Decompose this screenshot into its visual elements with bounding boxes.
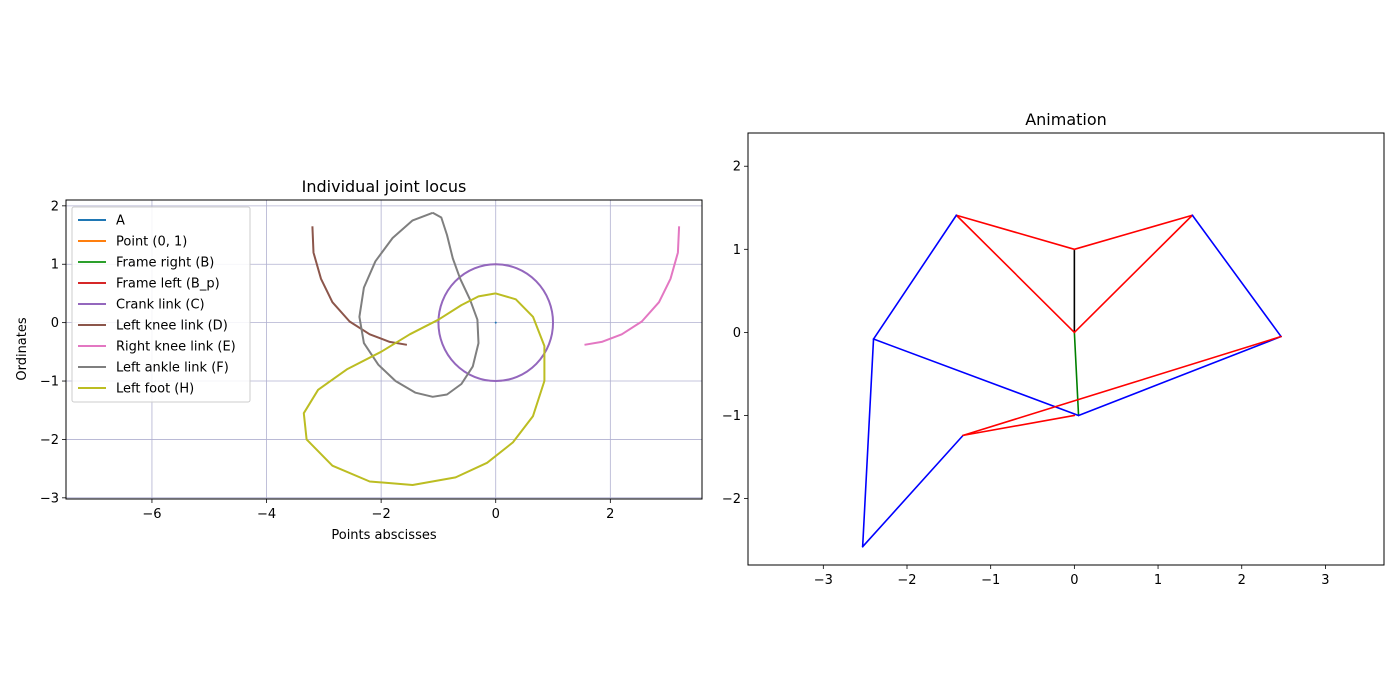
x-tick-label: 2 (606, 507, 614, 522)
joint-locus-plot: −6 −4 −2 0 2 −3 −2 −1 0 1 2 Individual joint locu… (15, 177, 703, 543)
plot-frame (65, 199, 703, 500)
linkage-segment (1073, 331, 1080, 417)
plot-frame (747, 132, 1385, 566)
x-tick-label: −4 (257, 507, 276, 522)
legend-item: Left ankle link (F) (78, 361, 229, 376)
linkage-segment (861, 338, 875, 548)
x-tick-label: 1 (1154, 573, 1162, 588)
linkage-segment (955, 214, 1076, 334)
y-tick-label: −3 (40, 491, 59, 506)
series-left-knee-link-d (311, 226, 408, 346)
x-axis-label: Points abscisses (331, 528, 436, 543)
x-tick-label: −2 (372, 507, 391, 522)
series-right-knee-link-e (584, 226, 681, 346)
legend-item: Frame right (B) (78, 256, 214, 271)
x-tick-label: 0 (1070, 573, 1078, 588)
chart-title: Individual joint locus (302, 177, 467, 196)
linkage-segment (1077, 335, 1282, 417)
linkage-layer (861, 214, 1282, 548)
x-tick-label: −1 (981, 573, 1000, 588)
legend-box (71, 206, 251, 403)
series-left-ankle-link-f (358, 211, 480, 398)
chart-title: Animation (1025, 110, 1107, 129)
legend-item: A (78, 214, 125, 229)
x-ticks: −3 −2 −1 0 1 2 3 (814, 565, 1330, 588)
animation-plot: −3 −2 −1 0 1 2 3 −2 −1 0 1 2 Animation (722, 110, 1385, 588)
legend-item: Right knee link (E) (78, 340, 236, 355)
y-tick-label: 0 (733, 326, 741, 341)
linkage-segment (1073, 214, 1194, 334)
legend-label: Left knee link (D) (116, 319, 228, 334)
series-a (494, 321, 497, 324)
y-tick-label: 0 (51, 316, 59, 331)
linkage-segment (872, 214, 958, 340)
legend-label: Point (0, 1) (116, 235, 187, 250)
legend-label: Frame right (B) (116, 256, 214, 271)
linkage-segment (955, 214, 1076, 251)
linkage-segment (872, 338, 1080, 417)
y-tick-label: 1 (51, 258, 59, 273)
legend-label: Right knee link (E) (116, 340, 236, 355)
legend-label: A (116, 214, 125, 229)
series-layer (302, 211, 681, 486)
linkage-segment (1073, 214, 1194, 251)
x-tick-label: 2 (1238, 573, 1246, 588)
y-ticks: −2 −1 0 1 2 (722, 160, 748, 507)
legend: A Point (0, 1) Frame right (B) Frame left (… (71, 206, 251, 403)
legend-label: Crank link (C) (116, 298, 205, 313)
legend-item: Left knee link (D) (78, 319, 228, 334)
legend-label: Left ankle link (F) (116, 361, 229, 376)
linkage-segment (962, 414, 1076, 437)
x-tick-label: −3 (814, 573, 833, 588)
x-tick-label: 3 (1321, 573, 1329, 588)
legend-item: Left foot (H) (78, 382, 194, 397)
legend-label: Left foot (H) (116, 382, 194, 397)
x-tick-label: 0 (492, 507, 500, 522)
series-crank-link-c (437, 263, 555, 383)
series-left-foot-h (302, 292, 546, 486)
legend-item: Frame left (B_p) (78, 277, 220, 292)
y-ticks: −3 −2 −1 0 1 2 (40, 199, 66, 506)
y-tick-label: −2 (40, 433, 59, 448)
x-tick-label: −2 (897, 573, 916, 588)
y-tick-label: −1 (722, 409, 741, 424)
linkage-segment (861, 434, 964, 548)
y-tick-label: 1 (733, 243, 741, 258)
y-tick-label: −2 (722, 492, 741, 507)
y-tick-label: 2 (733, 160, 741, 175)
y-tick-label: 2 (51, 199, 59, 214)
legend-item: Point (0, 1) (78, 235, 187, 250)
legend-item: Crank link (C) (78, 298, 205, 313)
linkage-segment (962, 335, 1282, 437)
linkage-segment (1191, 214, 1282, 338)
x-tick-label: −6 (142, 507, 161, 522)
y-axis-label: Ordinates (15, 317, 30, 381)
legend-label: Frame left (B_p) (116, 277, 220, 292)
x-ticks: −6 −4 −2 0 2 (142, 499, 614, 522)
y-tick-label: −1 (40, 375, 59, 390)
